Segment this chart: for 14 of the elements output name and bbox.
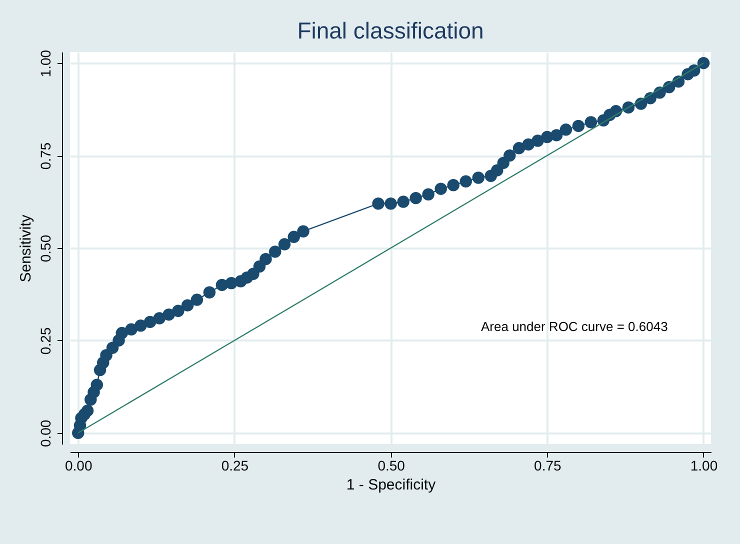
annotation: Area under ROC curve = 0.6043 xyxy=(481,319,668,334)
y-tick-label: 0.25 xyxy=(38,327,54,355)
y-tick-label: 0.50 xyxy=(38,234,54,262)
x-tick-label: 0.50 xyxy=(378,458,406,474)
chart-title: Final classification xyxy=(297,17,484,44)
x-tick-label: 0.25 xyxy=(221,458,249,474)
y-tick-label: 1.00 xyxy=(38,50,54,78)
x-tick-label: 1.00 xyxy=(690,458,718,474)
x-tick-label: 0.75 xyxy=(534,458,562,474)
y-tick-label: 0.00 xyxy=(38,420,54,448)
x-axis-title: 1 - Specificity xyxy=(346,476,436,494)
x-tick-label: 0.00 xyxy=(65,458,92,474)
y-axis-title: Sensitivity xyxy=(18,214,34,282)
y-tick-label: 0.75 xyxy=(38,142,54,170)
